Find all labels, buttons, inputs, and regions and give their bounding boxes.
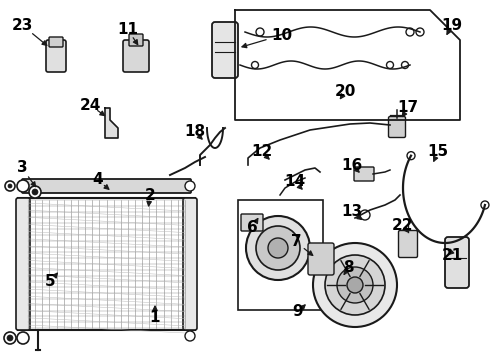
Circle shape [347, 277, 363, 293]
Text: 11: 11 [118, 22, 139, 37]
Circle shape [4, 332, 16, 344]
FancyBboxPatch shape [389, 117, 406, 138]
Text: 21: 21 [441, 248, 463, 262]
Circle shape [8, 184, 12, 188]
Circle shape [246, 216, 310, 280]
Text: 7: 7 [291, 234, 301, 249]
Circle shape [5, 181, 15, 191]
FancyBboxPatch shape [16, 198, 30, 330]
Bar [18, 198, 195, 330]
Text: 17: 17 [397, 100, 418, 116]
Circle shape [407, 152, 415, 160]
Text: 19: 19 [441, 18, 463, 32]
FancyBboxPatch shape [354, 167, 374, 181]
Text: 2: 2 [145, 188, 155, 202]
Circle shape [29, 186, 41, 198]
Circle shape [337, 267, 373, 303]
Text: 6: 6 [246, 220, 257, 235]
Circle shape [360, 210, 370, 220]
Circle shape [406, 28, 414, 36]
FancyBboxPatch shape [445, 237, 469, 288]
Polygon shape [105, 108, 118, 138]
FancyBboxPatch shape [49, 37, 63, 47]
Text: 13: 13 [342, 204, 363, 220]
FancyBboxPatch shape [308, 243, 334, 275]
Circle shape [416, 28, 424, 36]
Circle shape [32, 189, 38, 195]
FancyBboxPatch shape [22, 179, 191, 193]
Circle shape [185, 181, 195, 191]
Text: 16: 16 [342, 158, 363, 172]
Text: 10: 10 [271, 27, 293, 42]
Text: 14: 14 [284, 175, 306, 189]
Text: 12: 12 [251, 144, 272, 159]
Circle shape [387, 62, 393, 68]
Circle shape [325, 255, 385, 315]
FancyBboxPatch shape [241, 214, 263, 231]
FancyBboxPatch shape [398, 230, 417, 257]
Circle shape [256, 28, 264, 36]
Circle shape [17, 332, 29, 344]
Circle shape [251, 62, 259, 68]
Text: 1: 1 [150, 310, 160, 325]
Text: 22: 22 [391, 217, 413, 233]
Text: 5: 5 [45, 274, 55, 289]
FancyBboxPatch shape [183, 198, 197, 330]
Circle shape [481, 201, 489, 209]
Circle shape [17, 180, 29, 192]
Text: 9: 9 [293, 305, 303, 320]
Bar [238, 200, 323, 310]
FancyBboxPatch shape [129, 34, 143, 46]
Circle shape [185, 331, 195, 341]
Text: 3: 3 [17, 161, 27, 175]
FancyBboxPatch shape [212, 22, 238, 78]
FancyBboxPatch shape [123, 40, 149, 72]
Text: 8: 8 [343, 261, 353, 275]
Circle shape [7, 335, 13, 341]
Text: 20: 20 [334, 85, 356, 99]
Text: 24: 24 [79, 98, 100, 112]
Text: 4: 4 [93, 172, 103, 188]
Text: 15: 15 [427, 144, 448, 159]
Circle shape [313, 243, 397, 327]
Text: 23: 23 [11, 18, 33, 32]
Circle shape [268, 238, 288, 258]
Text: 18: 18 [184, 125, 206, 139]
FancyBboxPatch shape [46, 40, 66, 72]
Circle shape [256, 226, 300, 270]
Circle shape [401, 62, 409, 68]
